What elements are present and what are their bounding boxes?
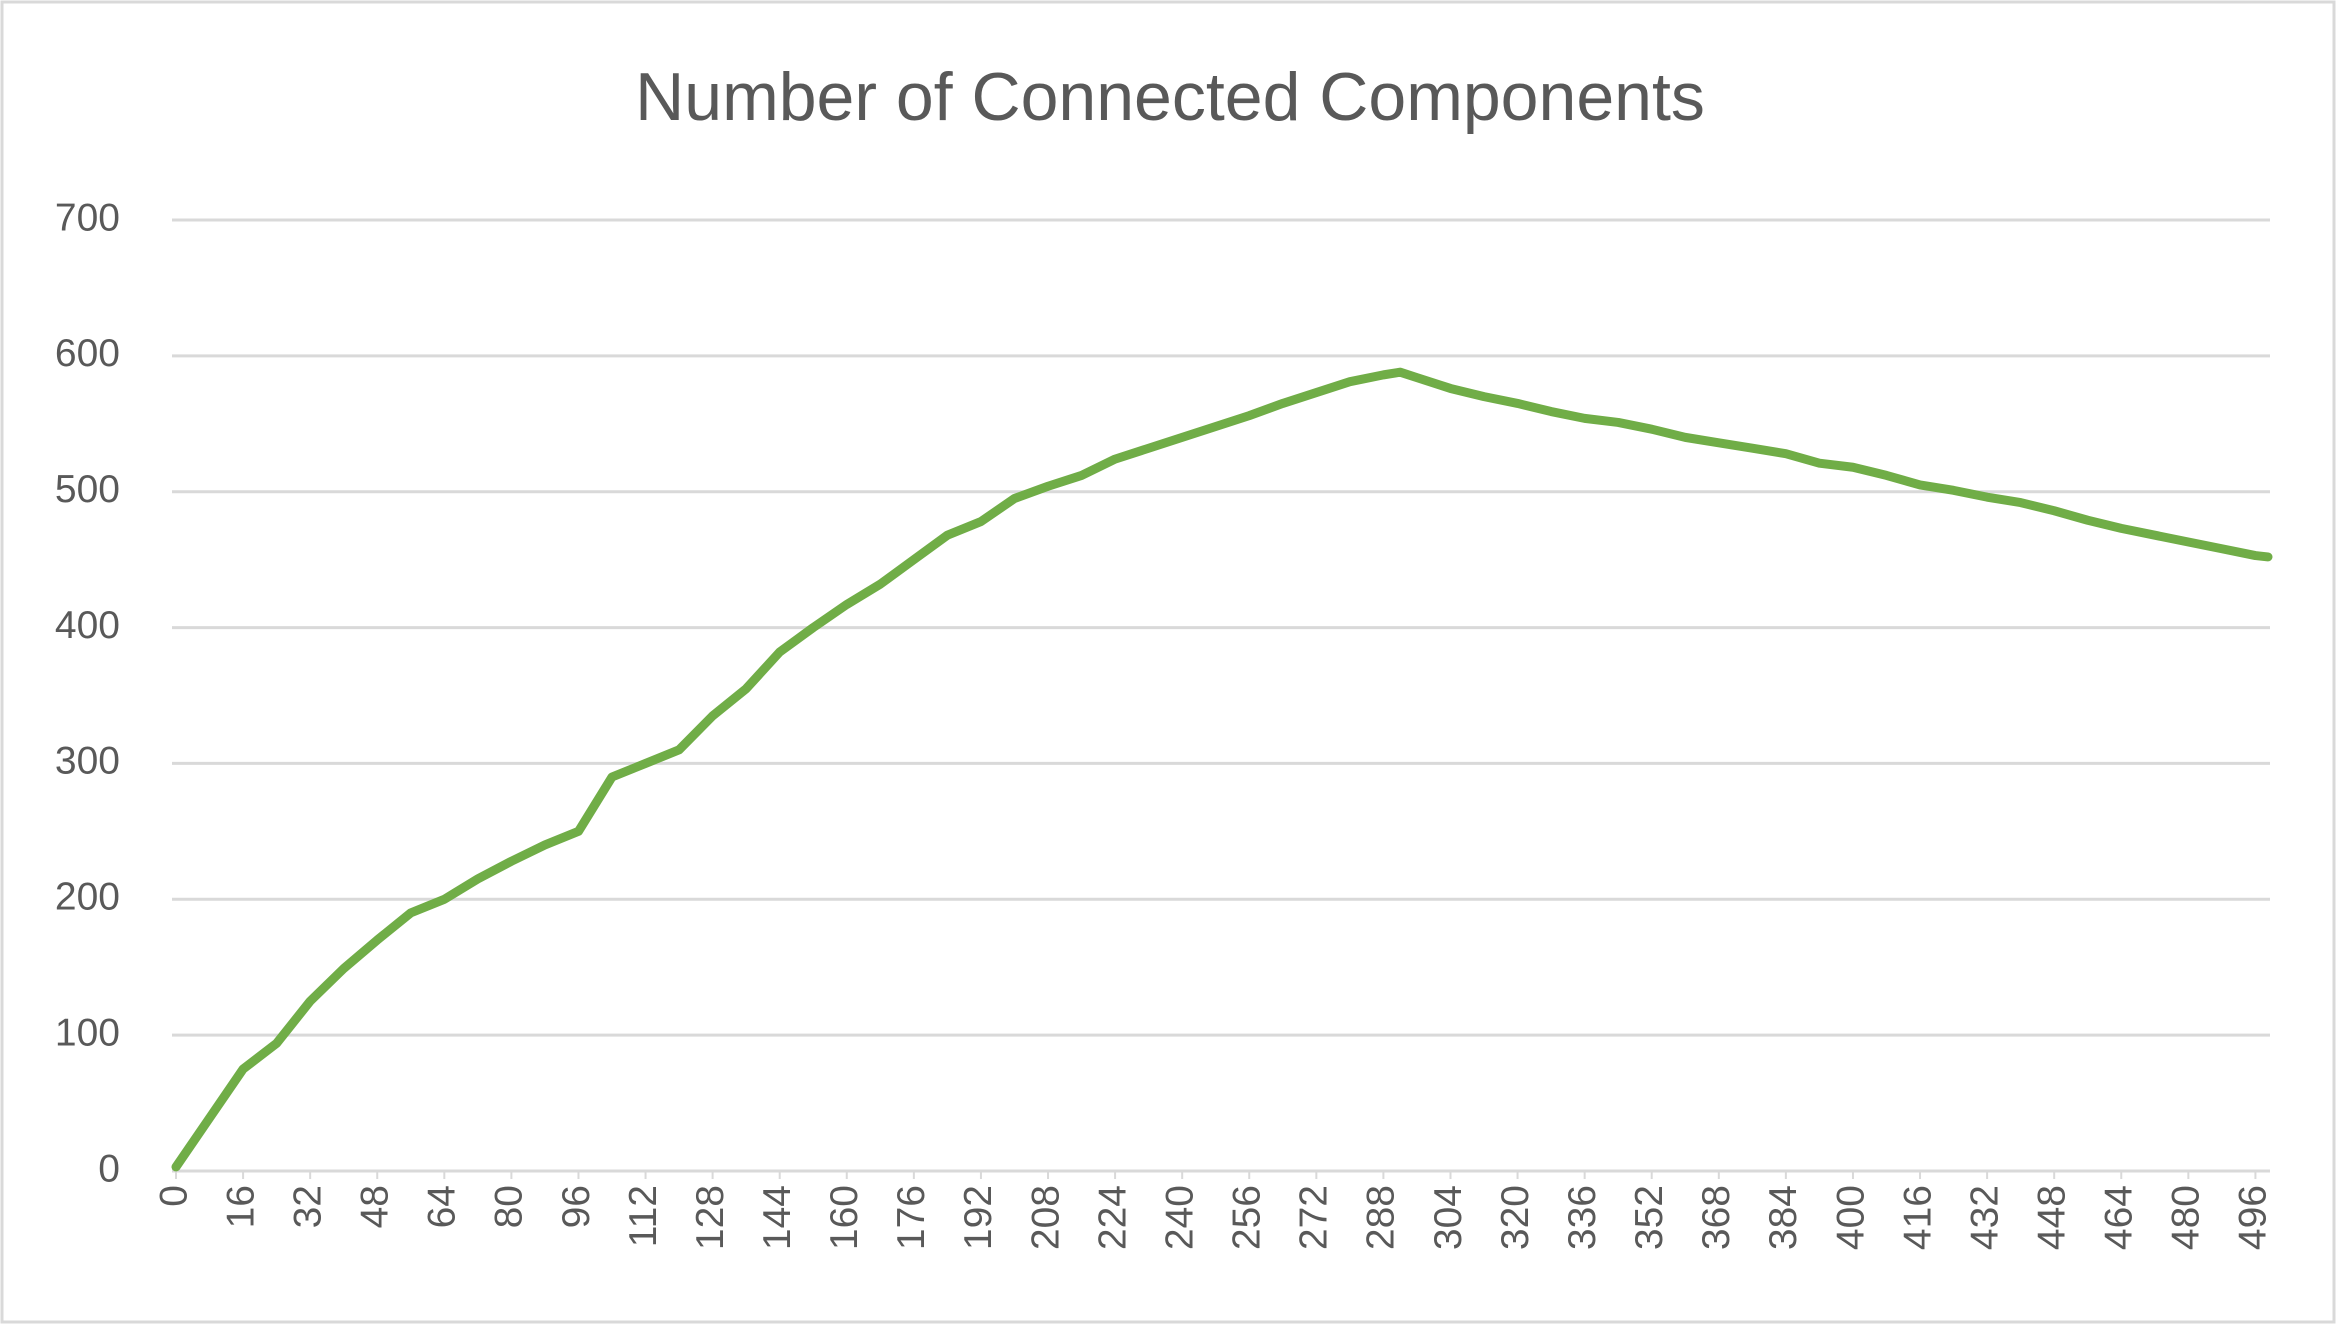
data-line <box>171 367 2273 1172</box>
x-tick-label: 320 <box>1494 1185 1537 1250</box>
x-tick-label: 192 <box>957 1185 1000 1250</box>
chart-title: Number of Connected Components <box>635 59 1705 135</box>
x-tick-label: 80 <box>488 1185 531 1228</box>
x-tick-label: 496 <box>2232 1185 2275 1250</box>
x-tick-label: 448 <box>2030 1185 2073 1250</box>
x-tick-label: 480 <box>2165 1185 2208 1250</box>
x-tick-label: 272 <box>1293 1185 1336 1250</box>
y-tick-label: 300 <box>55 740 120 783</box>
x-tick-label: 48 <box>354 1185 397 1228</box>
y-tick-label: 400 <box>55 604 120 647</box>
x-tick-label: 336 <box>1561 1185 1604 1250</box>
x-tick-label: 416 <box>1896 1185 1939 1250</box>
x-tick-label: 288 <box>1360 1185 1403 1250</box>
x-tick-label: 256 <box>1226 1185 1269 1250</box>
x-tick-label: 144 <box>756 1185 799 1250</box>
y-tick-label: 700 <box>55 196 120 239</box>
x-tick-label: 368 <box>1695 1185 1738 1250</box>
x-tick-label: 16 <box>219 1185 262 1228</box>
x-tick-label: 432 <box>1963 1185 2006 1250</box>
x-tick-label: 64 <box>421 1185 464 1228</box>
x-tick-label: 400 <box>1829 1185 1872 1250</box>
x-tick-label: 160 <box>823 1185 866 1250</box>
y-tick-label: 500 <box>55 468 120 511</box>
x-tick-label: 176 <box>890 1185 933 1250</box>
x-tick-label: 304 <box>1427 1185 1470 1250</box>
x-tick-label: 128 <box>689 1185 732 1250</box>
y-tick-label: 200 <box>55 876 120 919</box>
x-tick-label: 112 <box>622 1185 665 1247</box>
x-tick-label: 352 <box>1628 1185 1671 1250</box>
y-tick-label: 600 <box>55 332 120 375</box>
x-tick-label: 464 <box>2098 1185 2141 1250</box>
y-tick-label: 0 <box>98 1147 120 1190</box>
x-tick-label: 0 <box>152 1185 195 1207</box>
x-tick-label: 384 <box>1762 1185 1805 1250</box>
x-tick-label: 224 <box>1091 1185 1134 1250</box>
x-tick-label: 208 <box>1024 1185 1067 1250</box>
x-tick-label: 240 <box>1158 1185 1201 1250</box>
x-tick-label: 32 <box>286 1185 329 1228</box>
x-tick-label: 96 <box>555 1185 598 1228</box>
y-tick-label: 100 <box>55 1011 120 1054</box>
